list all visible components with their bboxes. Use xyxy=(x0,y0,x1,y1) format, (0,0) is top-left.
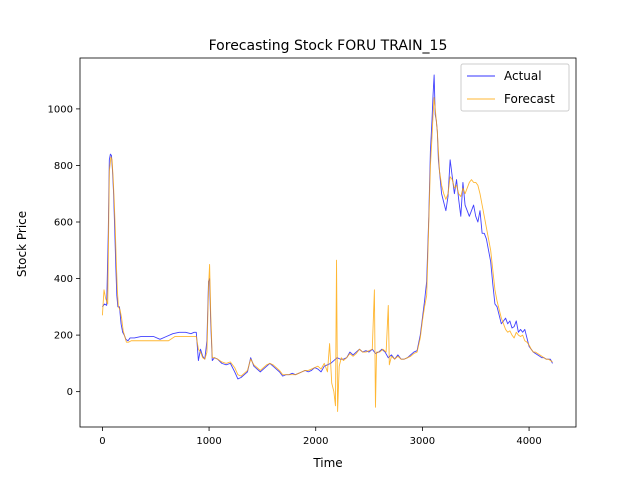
legend-label-actual: Actual xyxy=(504,69,542,83)
x-tick-label: 3000 xyxy=(410,436,435,447)
chart-title: Forecasting Stock FORU TRAIN_15 xyxy=(209,38,448,54)
x-tick-label: 1000 xyxy=(196,436,221,447)
plot-frame xyxy=(79,57,577,428)
series-line-forecast xyxy=(101,97,553,412)
x-tick-label: 4000 xyxy=(516,436,541,447)
axes: 0 1000 2000 3000 4000 0 200 400 600 800 1000 xyxy=(48,57,577,447)
y-tick-label: 600 xyxy=(54,218,73,229)
legend-label-forecast: Forecast xyxy=(504,92,555,106)
y-tick-label: 400 xyxy=(54,274,73,285)
plot-series xyxy=(101,74,553,412)
y-tick-label: 200 xyxy=(54,331,73,342)
y-axis-label: Stock Price xyxy=(15,211,29,277)
y-tick-label: 0 xyxy=(67,387,73,398)
y-tick-label: 1000 xyxy=(48,104,73,115)
series-line-actual xyxy=(102,74,553,380)
x-axis-label: Time xyxy=(312,456,342,470)
x-tick-label: 2000 xyxy=(303,436,328,447)
legend: Actual Forecast xyxy=(460,63,570,112)
y-tick-label: 800 xyxy=(54,161,73,172)
x-tick-label: 0 xyxy=(99,436,105,447)
